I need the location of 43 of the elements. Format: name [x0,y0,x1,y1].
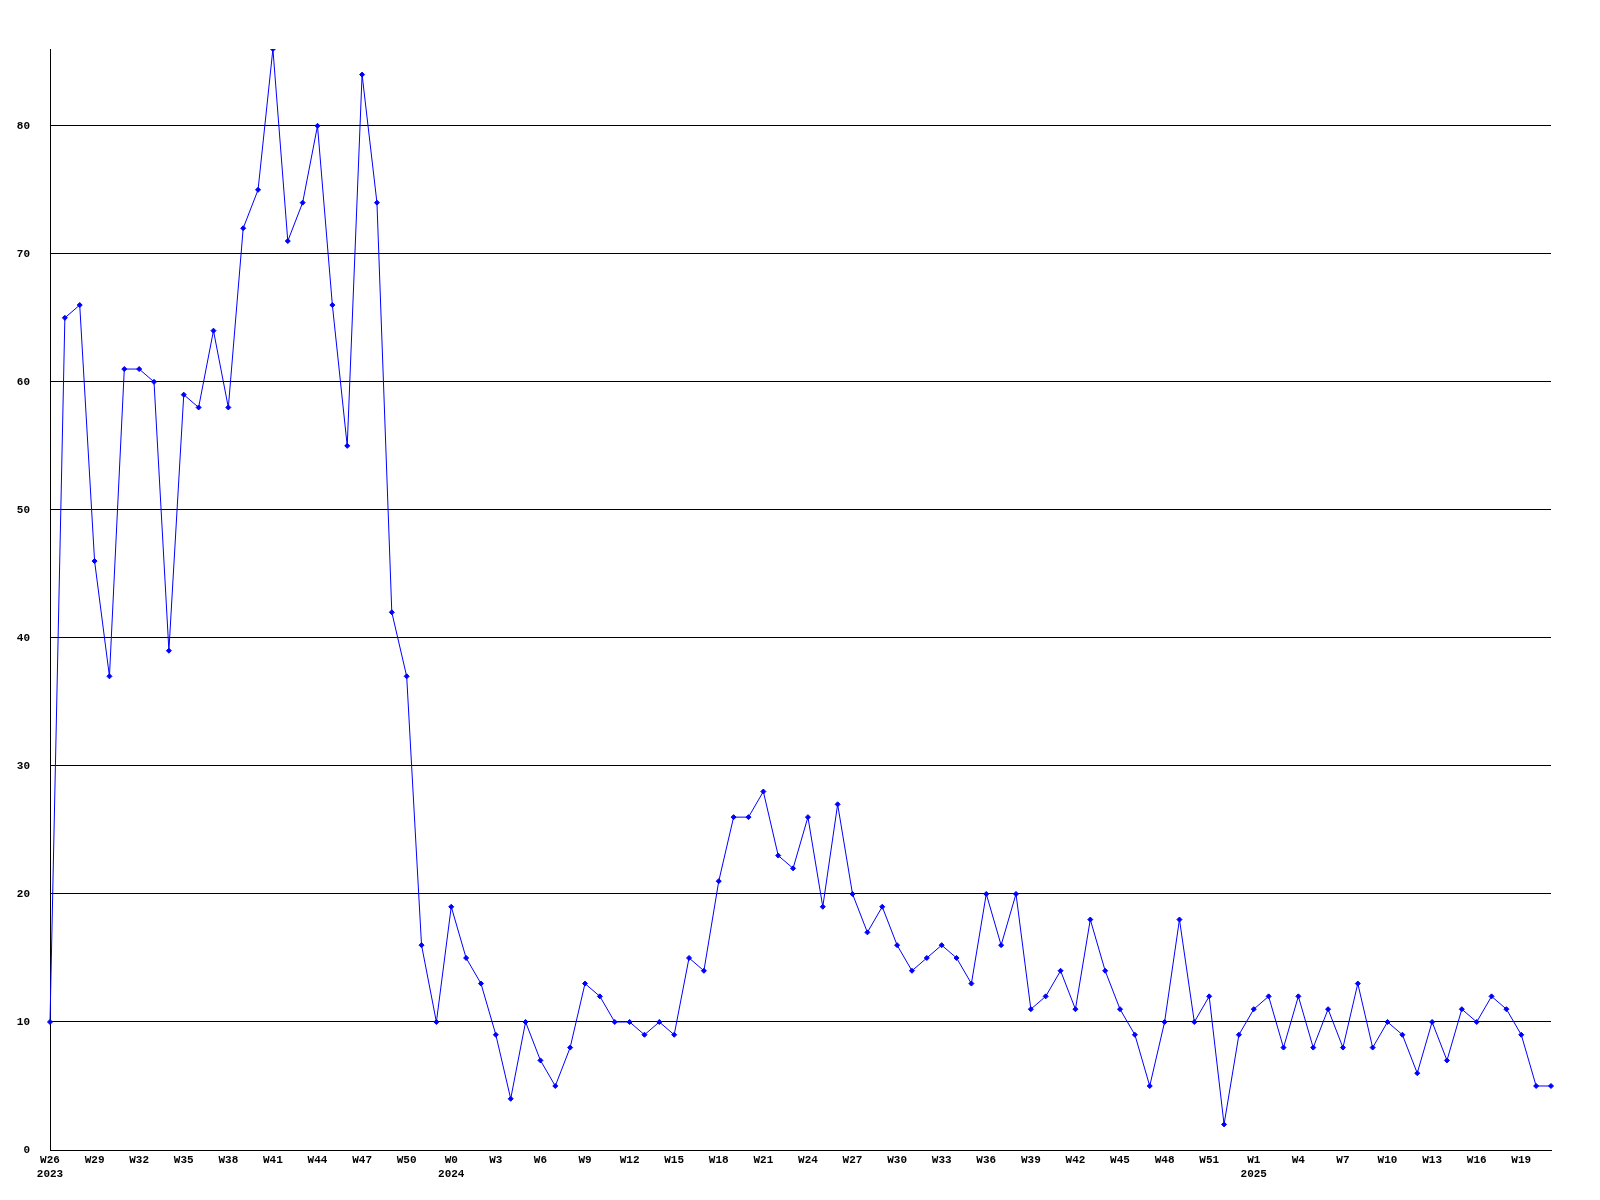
x-tick-label: W7 [1336,1154,1350,1167]
x-tick-label: W1 2025 [1240,1154,1268,1180]
x-tick-label: W12 [619,1154,640,1167]
x-tick-label: W36 [976,1154,997,1167]
x-tick-label: W26 2023 [36,1154,64,1180]
y-tick-label: 30 [16,759,30,772]
y-tick-label: 10 [16,1015,30,1028]
x-tick-label: W4 [1291,1154,1306,1167]
x-tick-label: W24 [798,1154,819,1167]
x-tick-label: W42 [1065,1154,1086,1167]
x-tick-label: W45 [1110,1154,1131,1167]
y-tick-label: 80 [16,119,30,132]
x-tick-label: W13 [1422,1154,1443,1167]
y-tick-label: 50 [16,503,30,516]
x-tick-label: W47 [352,1154,372,1167]
y-tick-label: 70 [16,247,30,260]
x-tick-label: W41 [263,1154,284,1167]
x-tick-label: W0 2024 [438,1154,465,1180]
x-tick-label: W48 [1154,1154,1175,1167]
x-tick-label: W32 [129,1154,150,1167]
x-tick-label: W19 [1511,1154,1532,1167]
x-tick-label: W15 [664,1154,685,1167]
x-tick-label: W39 [1020,1154,1041,1167]
x-tick-label: W3 [489,1154,503,1167]
y-tick-label: 60 [16,375,30,388]
x-tick-label: W51 [1199,1154,1220,1167]
x-tick-label: W10 [1377,1154,1398,1167]
x-tick-label: W50 [396,1154,417,1167]
y-tick-label: 20 [16,887,30,900]
x-tick-label: W33 [931,1154,952,1167]
x-tick-label: W30 [887,1154,908,1167]
x-tick-label: W18 [708,1154,730,1167]
x-tick-label: W9 [578,1154,592,1167]
x-tick-label: W44 [307,1154,328,1167]
x-tick-label: W27 [842,1154,863,1167]
x-tick-label: W38 [218,1154,239,1167]
y-tick-label: 0 [23,1143,30,1156]
x-tick-label: W21 [753,1154,774,1167]
x-tick-label: W35 [173,1154,195,1167]
y-tick-label: 40 [16,631,30,644]
x-tick-label: W29 [84,1154,105,1167]
x-tick-label: W6 [533,1154,548,1167]
x-tick-label: W16 [1466,1154,1487,1167]
